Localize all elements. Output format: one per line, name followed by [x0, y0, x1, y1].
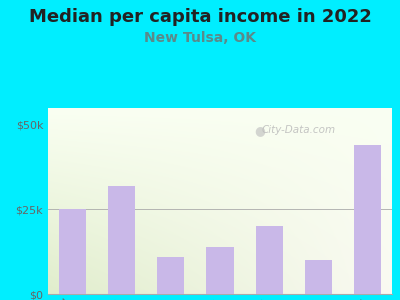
Bar: [305, 260, 332, 294]
Bar: [354, 145, 381, 294]
Text: Median per capita income in 2022: Median per capita income in 2022: [28, 8, 372, 26]
Bar: [206, 247, 234, 294]
Bar: [108, 186, 135, 294]
Bar: [256, 226, 283, 294]
Text: City-Data.com: City-Data.com: [262, 125, 336, 135]
Text: ●: ●: [254, 124, 265, 137]
Bar: [157, 257, 184, 294]
Bar: [59, 209, 86, 294]
Text: New Tulsa, OK: New Tulsa, OK: [144, 32, 256, 46]
